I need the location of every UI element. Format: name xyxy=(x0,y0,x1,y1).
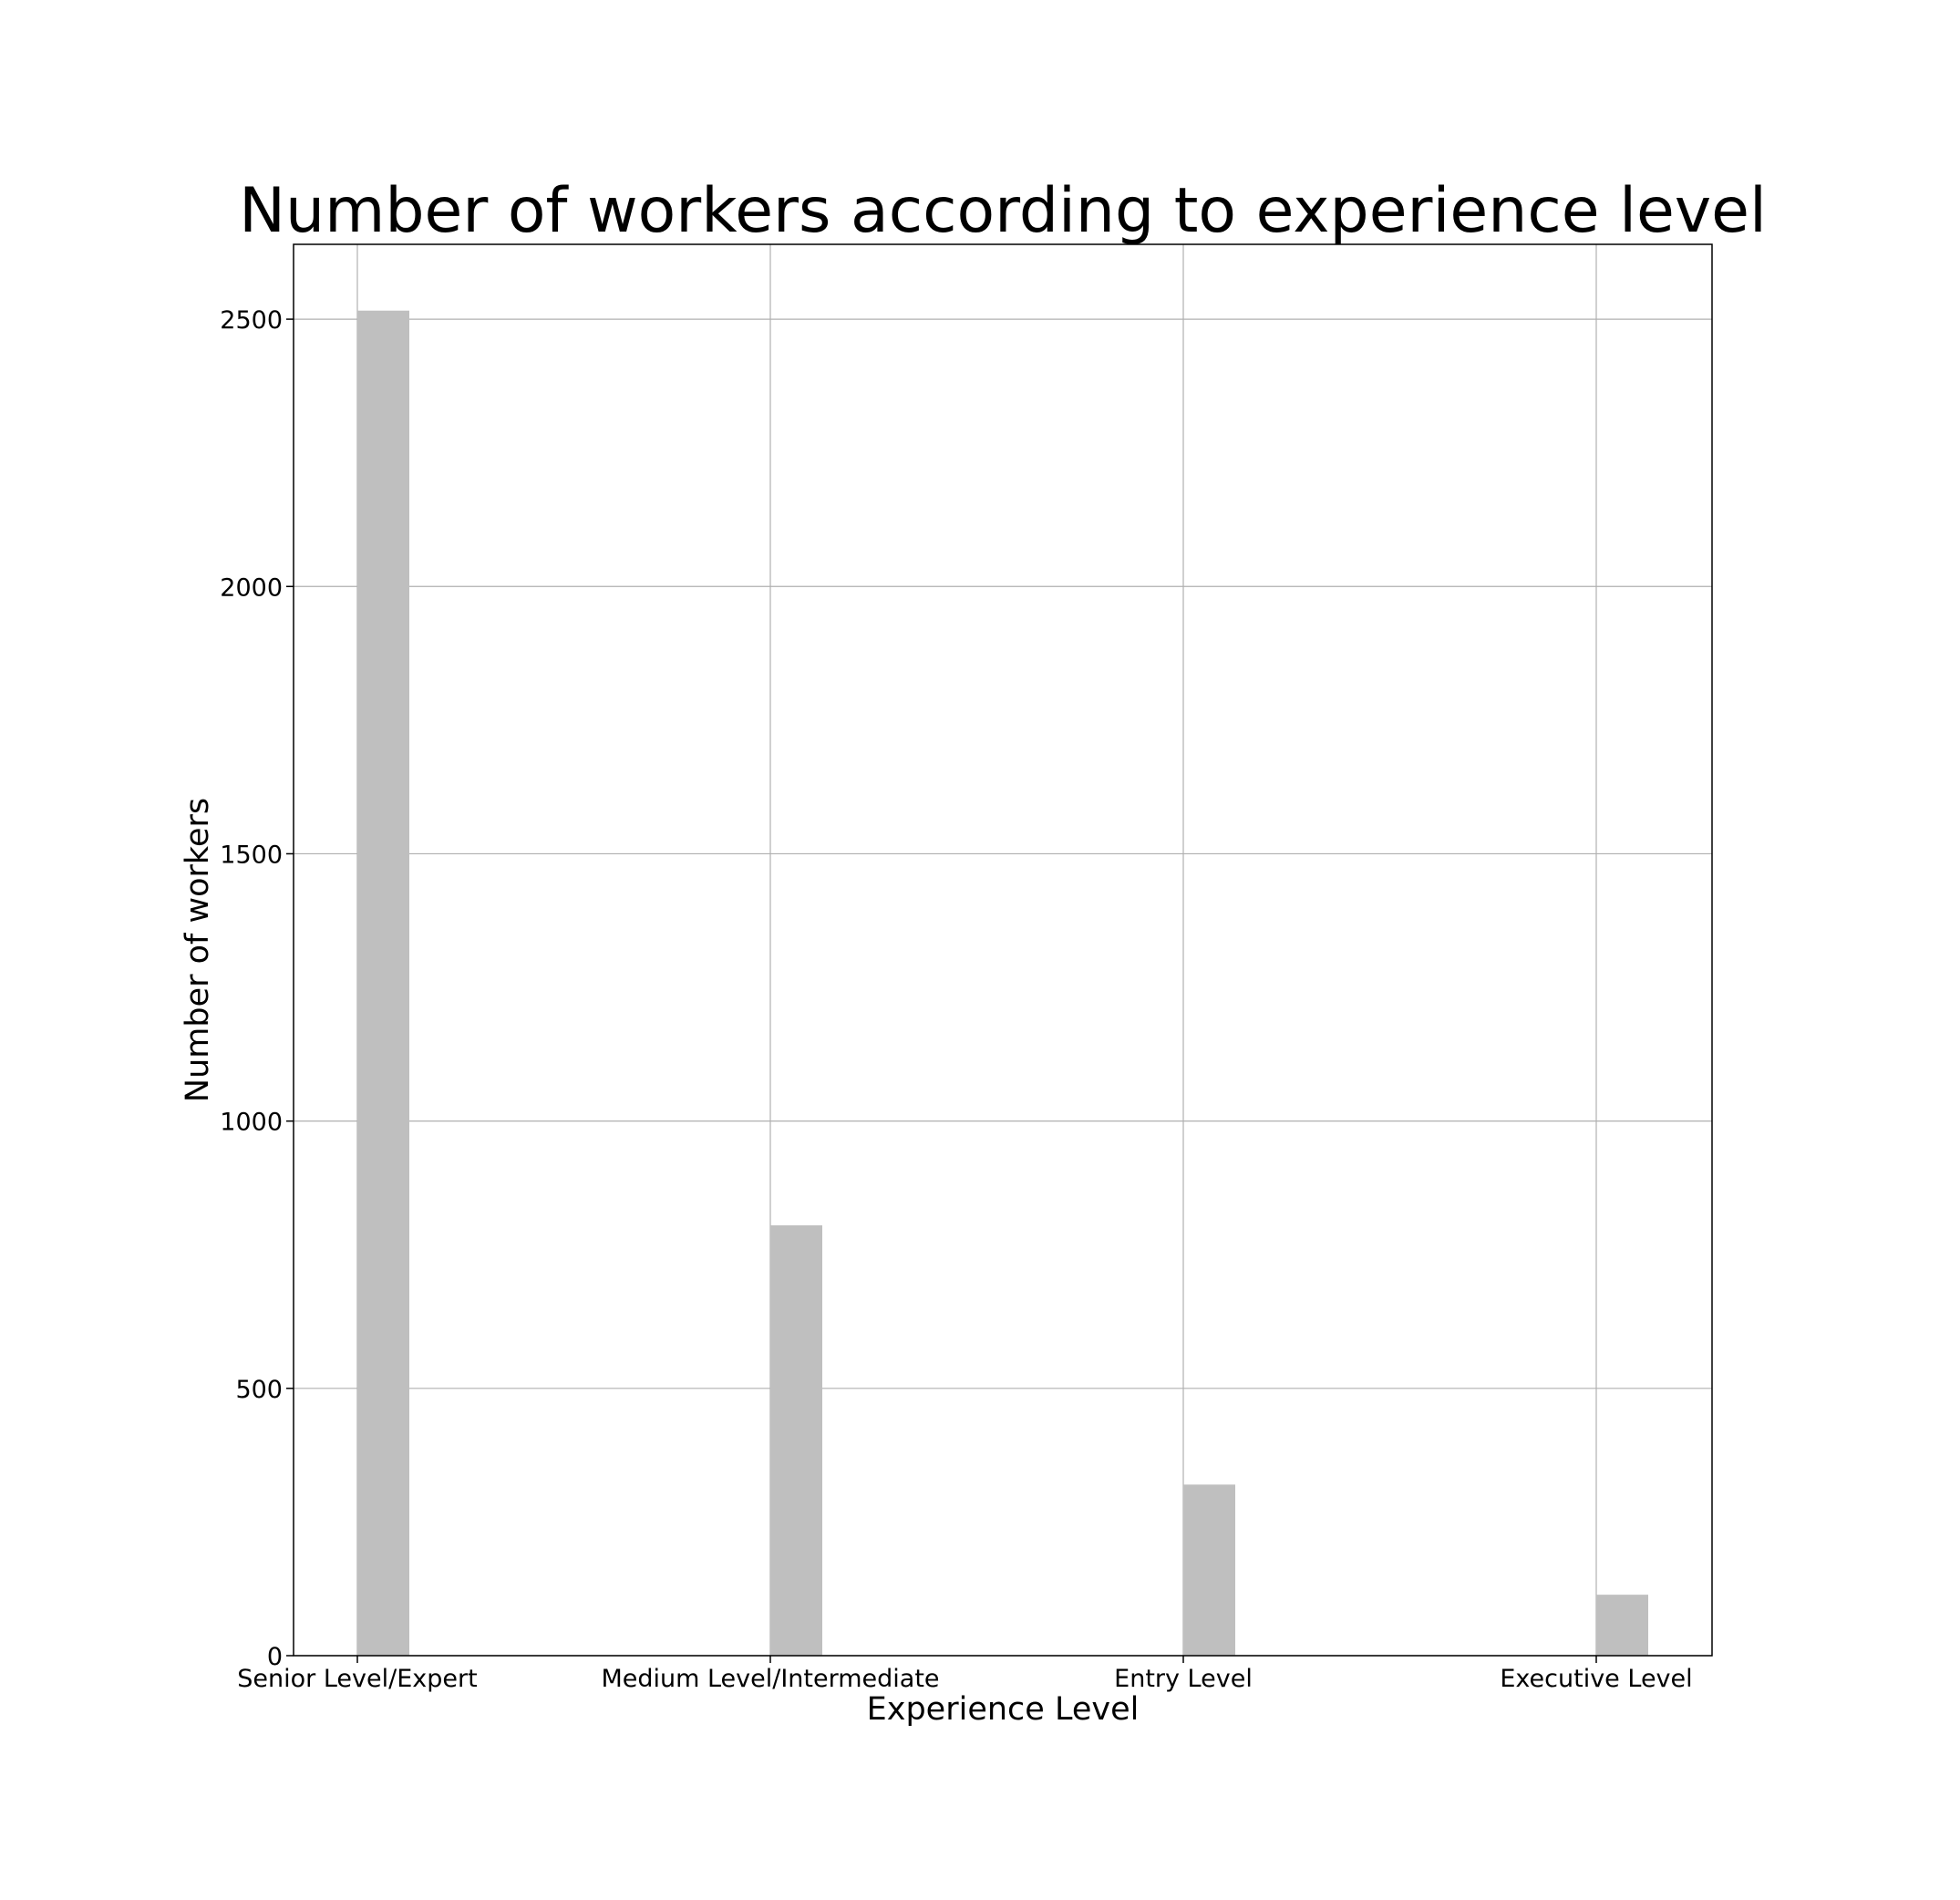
bar-entry-level xyxy=(1183,1484,1235,1656)
bars xyxy=(357,310,1648,1656)
x-tick-label: Executive Level xyxy=(1500,1665,1692,1693)
axis-ticks: 0 500 1000 1500 2000 2500 Senior Level/Expert M… xyxy=(220,306,1692,1693)
chart-title: Number of workers according to experienc… xyxy=(239,175,1767,247)
x-tick-label: Medium Level/Intermediate xyxy=(601,1665,939,1693)
x-axis-label: Experience Level xyxy=(867,1691,1140,1728)
bar-senior-level-expert xyxy=(357,310,409,1656)
bar-executive-level xyxy=(1596,1595,1648,1656)
y-tick-label: 1500 xyxy=(220,841,283,869)
plot-frame xyxy=(293,243,1713,1657)
y-axis-label: Number of workers xyxy=(180,798,216,1102)
x-tick-label: Senior Level/Expert xyxy=(237,1665,477,1693)
y-tick-label: 2000 xyxy=(220,573,283,602)
y-tick-label: 500 xyxy=(235,1376,283,1404)
y-tick-label: 2500 xyxy=(220,306,283,335)
y-tick-label: 1000 xyxy=(220,1109,283,1137)
x-tick-label: Entry Level xyxy=(1114,1665,1253,1693)
y-tick-label: 0 xyxy=(267,1643,283,1671)
bar-medium-level-intermediate xyxy=(770,1224,822,1656)
